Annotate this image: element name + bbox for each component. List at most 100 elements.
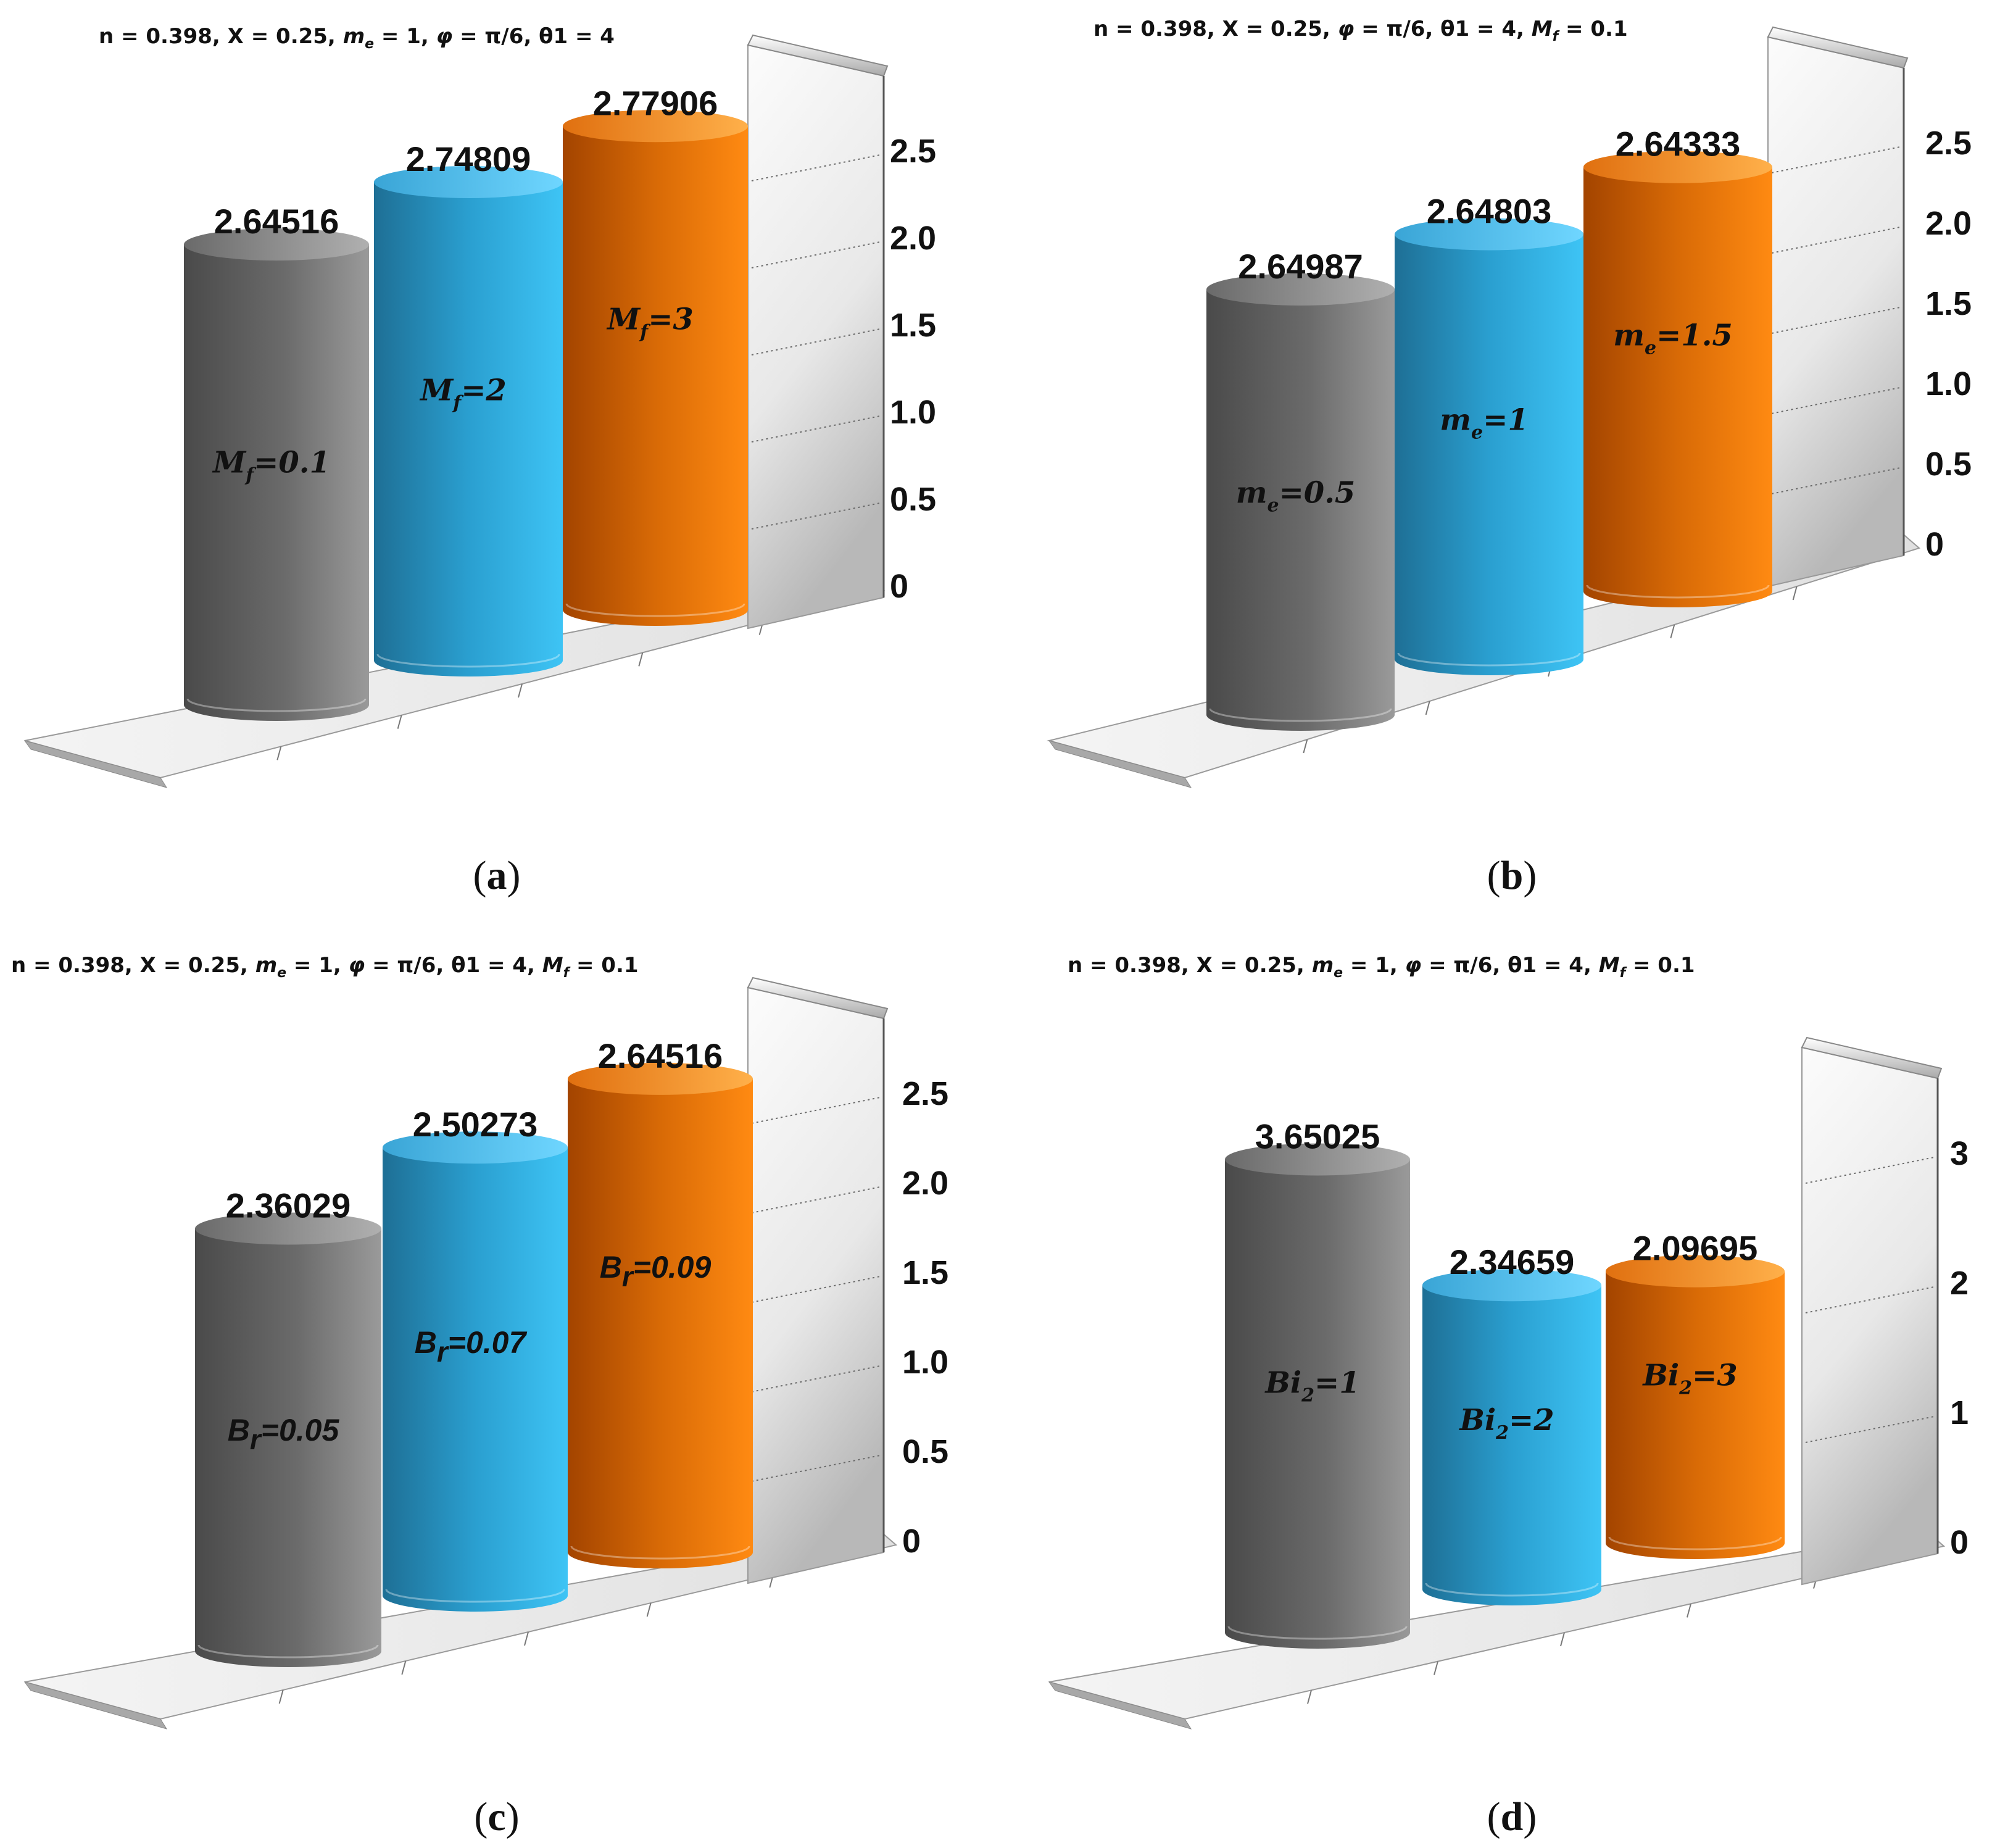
bar-orange[interactable]: [563, 110, 748, 626]
bar-blue[interactable]: [1395, 218, 1583, 675]
bar-body[interactable]: [383, 1147, 568, 1612]
bar-category-label: Br=0.07: [415, 1325, 528, 1368]
floor-tick: [397, 715, 402, 729]
panel-title-part: = 0.1: [569, 953, 638, 978]
chart-floor-edge: [23, 1681, 168, 1729]
category-rest: =0.09: [633, 1250, 712, 1284]
y-tick-label: 1.5: [890, 307, 936, 344]
bar-body[interactable]: [1225, 1159, 1410, 1649]
bar-value-label: 2.64803: [1427, 192, 1551, 231]
bar-blue[interactable]: [1422, 1269, 1601, 1605]
caption-open: (: [474, 1794, 488, 1839]
bar-base-highlight: [385, 1589, 565, 1603]
category-rest: =0.1: [254, 445, 330, 480]
y-tick-label: 0: [1925, 526, 1944, 563]
category-rest: =1.5: [1656, 318, 1733, 352]
category-sub: r: [437, 1336, 449, 1368]
bar-orange[interactable]: [568, 1062, 753, 1568]
gridline: [751, 1365, 881, 1392]
panel-title-part: n = 0.398, X = 0.25,: [1093, 17, 1338, 41]
caption-close: ): [506, 1794, 520, 1839]
bar-cap: [1395, 218, 1583, 251]
bar-gray[interactable]: [1206, 273, 1395, 731]
bar-cap: [1422, 1269, 1601, 1302]
category-main: M: [419, 373, 454, 408]
bar-orange[interactable]: [1606, 1255, 1785, 1559]
bar-blue[interactable]: [383, 1131, 568, 1612]
panel-title-part: e: [365, 36, 374, 52]
gridline: [1771, 307, 1901, 334]
bar-value-label: 3.65025: [1255, 1117, 1380, 1155]
caption-letter: b: [1501, 853, 1524, 898]
bar-body[interactable]: [563, 126, 748, 626]
y-tick-label: 2: [1950, 1265, 1969, 1302]
bar-category-label: Bi2=1: [1264, 1365, 1359, 1406]
bar-cap: [563, 110, 748, 143]
caption-letter: c: [488, 1794, 505, 1839]
chart-back-wall: [747, 986, 884, 1584]
y-tick-label: 2.5: [890, 133, 936, 170]
bar-value-label: 2.64333: [1616, 125, 1740, 164]
gridline: [751, 502, 881, 530]
panel-title: n = 0.398, X = 0.25, me = 1, φ = π/6, θ1…: [11, 953, 639, 981]
caption-open: (: [1487, 1794, 1501, 1839]
gridline: [1771, 227, 1901, 254]
floor-tick: [1303, 739, 1308, 754]
gridline: [1771, 146, 1901, 173]
category-sub: r: [250, 1423, 262, 1455]
bar-body[interactable]: [568, 1078, 753, 1568]
y-tick-label: 2.5: [1925, 125, 1972, 162]
panel-title-part: f: [1553, 29, 1560, 44]
floor-tick: [1560, 1632, 1565, 1647]
panel-title-part: = π/6, θ1 = 4: [452, 24, 615, 49]
bar-value-label: 2.09695: [1633, 1229, 1757, 1268]
panel-title-part: = π/6, θ1 = 4,: [365, 953, 542, 978]
y-tick-label: 2.5: [902, 1075, 948, 1112]
bar-body[interactable]: [1422, 1285, 1601, 1605]
y-tick-label: 0: [902, 1523, 921, 1560]
panel-title: n = 0.398, X = 0.25, me = 1, φ = π/6, θ1…: [1068, 953, 1695, 981]
bar-base-highlight: [1608, 1536, 1782, 1550]
bar-body[interactable]: [195, 1228, 381, 1667]
category-main: B: [600, 1250, 622, 1284]
gridline: [751, 415, 881, 443]
panel-title-part: e: [1334, 965, 1343, 981]
y-tick-label: 1.0: [890, 394, 936, 431]
panel-title-part: φ: [1405, 953, 1422, 978]
bar-base-highlight: [1209, 708, 1392, 722]
bar-blue[interactable]: [374, 166, 563, 676]
bar-gray[interactable]: [1225, 1143, 1410, 1649]
category-main: B: [228, 1413, 250, 1447]
bar-category-label: Br=0.09: [600, 1250, 712, 1292]
bar-body[interactable]: [1395, 234, 1583, 675]
bar-body[interactable]: [184, 244, 369, 721]
chart-panel-a: n = 0.398, X = 0.25, me = 1, φ = π/6, θ1…: [23, 24, 936, 898]
y-tick-label: 2.0: [1925, 205, 1972, 242]
gridline: [751, 1276, 881, 1303]
bar-body[interactable]: [1206, 289, 1395, 731]
category-sub: e: [1471, 422, 1483, 444]
category-main: M: [212, 445, 247, 480]
y-tick-label: 0.5: [1925, 446, 1972, 483]
bar-gray[interactable]: [195, 1212, 381, 1667]
bar-body[interactable]: [374, 182, 563, 676]
bar-body[interactable]: [1583, 167, 1772, 607]
chart-wall-rim: [1801, 1036, 1943, 1080]
chart-floor-edge: [1048, 740, 1192, 788]
category-rest: =2: [461, 373, 507, 408]
gridline: [1771, 387, 1901, 414]
bar-base-highlight: [1397, 652, 1581, 667]
y-tick-label: 3: [1950, 1135, 1969, 1172]
floor-tick: [518, 683, 523, 698]
y-tick-label: 2.0: [890, 220, 936, 257]
bar-gray[interactable]: [184, 228, 369, 721]
caption-letter: d: [1501, 1794, 1524, 1839]
bar-body[interactable]: [1606, 1271, 1785, 1559]
floor-tick: [638, 652, 644, 667]
category-rest: =3: [648, 302, 694, 336]
panel-title-part: m: [1312, 953, 1334, 978]
gridline: [1771, 467, 1901, 494]
panel-title-part: = π/6, θ1 = 4,: [1354, 17, 1531, 41]
y-tick-label: 2.0: [902, 1165, 948, 1202]
bar-orange[interactable]: [1583, 151, 1772, 607]
